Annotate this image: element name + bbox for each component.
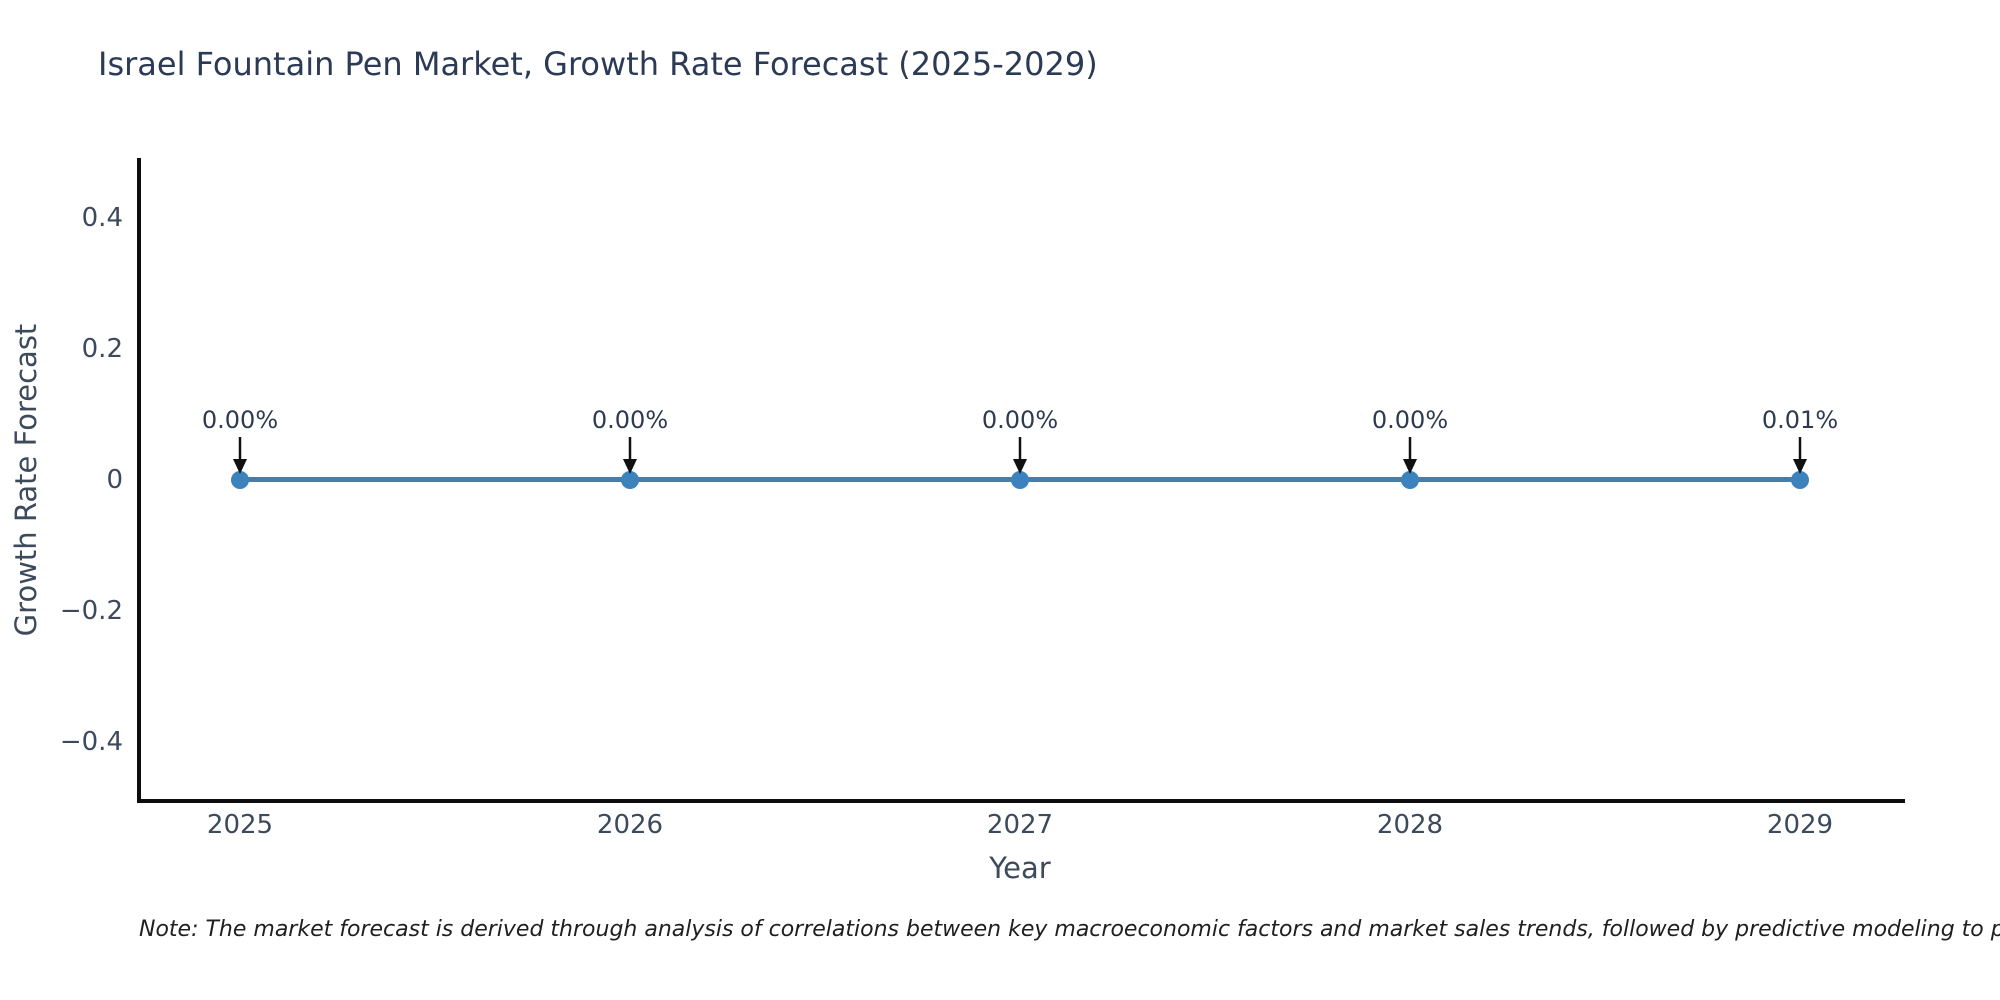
x-tick-label-2027: 2027 <box>986 810 1054 840</box>
data-point-2025 <box>231 471 249 489</box>
data-point-2028 <box>1401 471 1419 489</box>
footnote: Note: The market forecast is derived thr… <box>139 917 2000 942</box>
annotation-label-2025: 0.00% <box>201 406 279 434</box>
arrow-down-icon <box>1403 437 1417 474</box>
x-tick-label-2026: 2026 <box>596 810 664 840</box>
annotation-label-2026: 0.00% <box>591 406 669 434</box>
x-tick-label-2028: 2028 <box>1376 810 1444 840</box>
annotation-label-2029: 0.01% <box>1761 406 1839 434</box>
arrow-down-icon <box>623 437 637 474</box>
x-axis-line <box>137 799 1905 803</box>
y-tick-label-2: 0 <box>106 465 123 495</box>
data-point-2027 <box>1011 471 1029 489</box>
annotation-label-2028: 0.00% <box>1371 406 1449 434</box>
page-title: Israel Fountain Pen Market, Growth Rate … <box>98 45 1098 83</box>
y-axis-line <box>137 158 141 803</box>
y-tick-label-4: −0.4 <box>59 727 123 757</box>
y-axis-title: Growth Rate Forecast <box>9 323 43 637</box>
footnote-container: Note: The market forecast is derived thr… <box>139 914 2000 954</box>
x-tick-label-2025: 2025 <box>206 810 274 840</box>
annotation-label-2027: 0.00% <box>981 406 1059 434</box>
x-axis-title: Year <box>989 851 1051 885</box>
y-tick-label-0: 0.4 <box>81 203 123 233</box>
arrow-down-icon <box>1793 437 1807 474</box>
data-point-2029 <box>1791 471 1809 489</box>
x-tick-label-2029: 2029 <box>1766 810 1834 840</box>
y-tick-label-3: −0.2 <box>59 596 123 626</box>
y-tick-label-1: 0.2 <box>81 334 123 364</box>
arrow-down-icon <box>233 437 247 474</box>
data-point-2026 <box>621 471 639 489</box>
arrow-down-icon <box>1013 437 1027 474</box>
